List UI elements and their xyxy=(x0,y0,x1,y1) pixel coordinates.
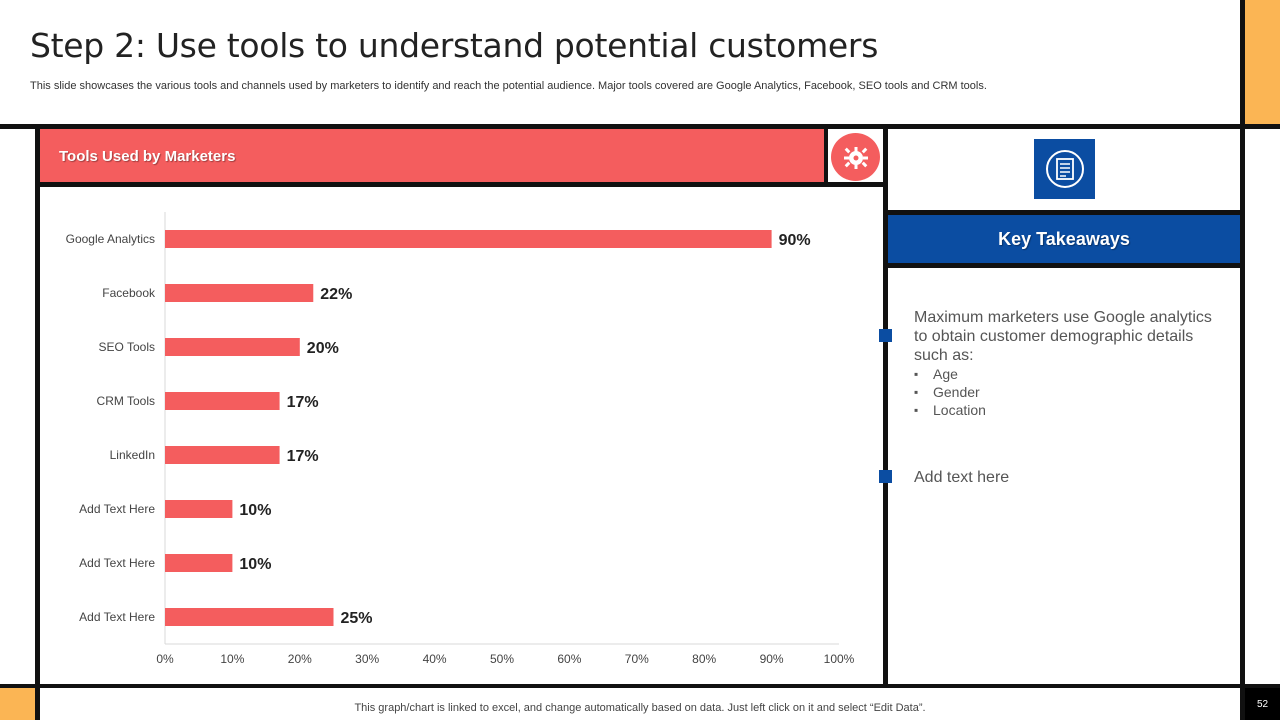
page-subtitle: This slide showcases the various tools a… xyxy=(30,80,987,92)
takeaway-point-1: Maximum marketers use Google analytics t… xyxy=(914,308,1214,419)
x-tick-label: 90% xyxy=(760,652,784,666)
category-label: SEO Tools xyxy=(99,340,155,354)
x-tick-label: 70% xyxy=(625,652,649,666)
page-title: Step 2: Use tools to understand potentia… xyxy=(30,26,879,65)
frame-left-line xyxy=(35,124,40,720)
category-label: Facebook xyxy=(102,286,156,300)
header-icon-divider xyxy=(824,129,828,184)
bar-chart: Google Analytics 90% Facebook 22% SEO Tools 2… xyxy=(66,212,855,666)
takeaway-bullet-2 xyxy=(879,470,892,483)
x-tick-label: 20% xyxy=(288,652,312,666)
category-label: LinkedIn xyxy=(110,448,155,462)
data-label: 10% xyxy=(239,502,271,519)
bar xyxy=(165,608,334,626)
x-tick-label: 40% xyxy=(423,652,447,666)
panel-header-underline xyxy=(40,182,885,187)
demographics-list: Age Gender Location xyxy=(914,365,1214,419)
footer-note: This graph/chart is linked to excel, and… xyxy=(354,702,926,714)
list-item: Age xyxy=(914,365,1214,383)
list-item: Location xyxy=(914,401,1214,419)
x-tick-label: 0% xyxy=(156,652,174,666)
takeaway-point-1-text: Maximum marketers use Google analytics t… xyxy=(914,309,1212,364)
takeaways-top-line xyxy=(888,210,1240,215)
x-tick-label: 10% xyxy=(220,652,244,666)
category-label: CRM Tools xyxy=(97,394,155,408)
takeaway-bullet-1 xyxy=(879,329,892,342)
data-label: 90% xyxy=(779,232,811,249)
gear-bug-icon xyxy=(831,133,880,181)
frame-center-line xyxy=(883,124,888,688)
page-number: 52 xyxy=(1245,688,1280,720)
category-label: Add Text Here xyxy=(79,502,155,516)
data-label: 20% xyxy=(307,340,339,357)
bar xyxy=(165,392,280,410)
x-tick-label: 60% xyxy=(557,652,581,666)
document-list-icon xyxy=(1034,139,1095,199)
data-label: 25% xyxy=(341,610,373,627)
data-label: 10% xyxy=(239,556,271,573)
bar xyxy=(165,338,300,356)
bar xyxy=(165,500,233,518)
bar xyxy=(165,230,772,248)
data-label: 17% xyxy=(287,448,319,465)
x-tick-label: 80% xyxy=(692,652,716,666)
data-label: 17% xyxy=(287,394,319,411)
list-item: Gender xyxy=(914,383,1214,401)
frame-bottom-line xyxy=(0,684,1280,688)
category-label: Google Analytics xyxy=(66,232,155,246)
x-tick-label: 30% xyxy=(355,652,379,666)
category-label: Add Text Here xyxy=(79,610,155,624)
bar xyxy=(165,446,280,464)
bar xyxy=(165,554,233,572)
category-label: Add Text Here xyxy=(79,556,155,570)
x-tick-label: 50% xyxy=(490,652,514,666)
tools-panel-header: Tools Used by Marketers xyxy=(40,129,824,182)
takeaway-point-2: Add text here xyxy=(914,469,1010,486)
top-right-accent xyxy=(1245,0,1280,125)
frame-top-line xyxy=(0,124,1280,129)
x-tick-label: 100% xyxy=(824,652,855,666)
bottom-left-accent xyxy=(0,688,35,720)
frame-right-line xyxy=(1240,0,1245,720)
takeaways-bottom-line xyxy=(888,263,1240,268)
bar xyxy=(165,284,314,302)
data-label: 22% xyxy=(320,286,352,303)
key-takeaways-header: Key Takeaways xyxy=(888,215,1240,263)
